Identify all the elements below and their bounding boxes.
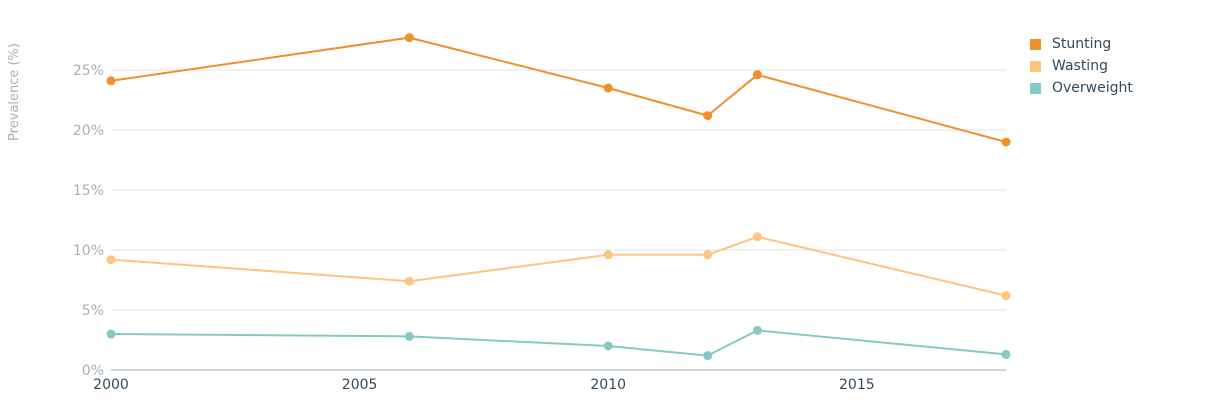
series-line xyxy=(110,36,1007,143)
legend-label: Overweight xyxy=(1052,80,1133,96)
series-wasting xyxy=(106,232,1011,301)
y-tick-label: 5% xyxy=(82,303,104,319)
x-tick-label: 2005 xyxy=(342,377,378,393)
legend-label: Wasting xyxy=(1052,58,1108,74)
legend-swatch xyxy=(1030,82,1041,94)
x-tick-label: 2010 xyxy=(590,377,626,393)
legend-swatch xyxy=(1030,38,1041,50)
data-point[interactable] xyxy=(603,341,613,351)
x-tick-label: 2015 xyxy=(839,377,875,393)
x-tick-label: 2000 xyxy=(93,377,129,393)
legend-item-stunting[interactable]: Stunting xyxy=(1030,33,1133,55)
data-point[interactable] xyxy=(603,250,613,260)
series-stunting xyxy=(106,33,1011,147)
data-point[interactable] xyxy=(703,250,713,260)
legend-item-wasting[interactable]: Wasting xyxy=(1030,55,1133,77)
data-point[interactable] xyxy=(1001,137,1011,147)
series-line xyxy=(110,329,1007,357)
data-point[interactable] xyxy=(106,329,116,339)
axis-layer: 0% 5% 10% 15% 20% 25% 2000 2005 2010 2015 xyxy=(73,63,1006,393)
grid-layer xyxy=(111,69,1006,311)
data-point[interactable] xyxy=(703,111,713,121)
legend: Stunting Wasting Overweight xyxy=(1030,33,1133,99)
data-point[interactable] xyxy=(106,76,116,86)
y-tick-label: 10% xyxy=(73,243,104,259)
data-point[interactable] xyxy=(752,325,762,335)
series-line xyxy=(110,235,1007,297)
legend-item-overweight[interactable]: Overweight xyxy=(1030,77,1133,99)
data-point[interactable] xyxy=(752,232,762,242)
y-tick-label: 25% xyxy=(73,63,104,79)
data-point[interactable] xyxy=(106,255,116,265)
legend-label: Stunting xyxy=(1052,36,1112,52)
data-point[interactable] xyxy=(603,83,613,93)
y-tick-label: 20% xyxy=(73,123,104,139)
data-point[interactable] xyxy=(404,276,414,286)
series-layer xyxy=(106,33,1011,361)
legend-swatch xyxy=(1030,60,1041,72)
data-point[interactable] xyxy=(1001,349,1011,359)
data-point[interactable] xyxy=(703,351,713,361)
series-overweight xyxy=(106,325,1011,361)
data-point[interactable] xyxy=(752,70,762,80)
y-tick-label: 15% xyxy=(73,183,104,199)
data-point[interactable] xyxy=(1001,291,1011,301)
y-axis-label: Prevalence (%) xyxy=(7,43,22,141)
data-point[interactable] xyxy=(404,331,414,341)
y-tick-label: 0% xyxy=(82,363,104,379)
data-point[interactable] xyxy=(404,33,414,43)
